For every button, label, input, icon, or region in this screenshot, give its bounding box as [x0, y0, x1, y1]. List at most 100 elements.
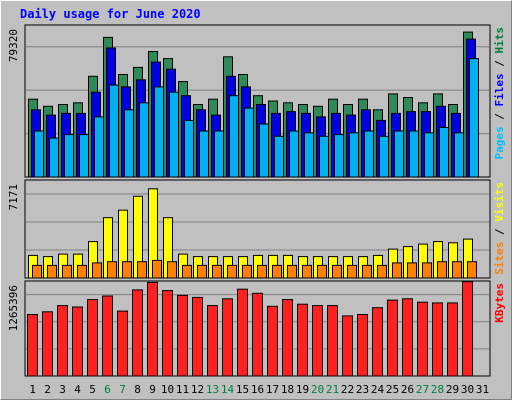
x-tick-label-day-25: 25 — [386, 383, 399, 396]
bar-kbytes-day-12 — [192, 296, 203, 377]
bar-kbytes-day-24 — [372, 307, 383, 377]
bar-sites-day-7 — [122, 261, 132, 279]
x-tick-label-day-19: 19 — [296, 383, 309, 396]
bar-pages-day-13 — [214, 130, 224, 178]
bar-pages-day-12 — [199, 130, 209, 178]
bar-pages-day-21 — [334, 134, 344, 178]
bar-kbytes-day-4 — [72, 306, 83, 377]
bar-pages-day-16 — [259, 123, 269, 178]
bar-kbytes-day-17 — [267, 305, 278, 377]
bar-sites-day-28 — [437, 261, 447, 279]
bar-kbytes-day-30 — [462, 281, 473, 377]
bar-pages-day-28 — [439, 127, 449, 178]
bar-sites-day-11 — [182, 264, 192, 279]
bar-kbytes-day-19 — [297, 303, 308, 377]
x-tick-label-day-18: 18 — [281, 383, 294, 396]
bar-kbytes-day-7 — [117, 310, 128, 377]
x-tick-label-day-27: 27 — [416, 383, 429, 396]
bar-kbytes-day-23 — [357, 314, 368, 377]
bar-pages-day-14 — [229, 95, 239, 178]
y-max-label: 79320 — [7, 29, 20, 62]
x-tick-label-day-22: 22 — [341, 383, 354, 396]
legend-entry: Pages — [493, 126, 506, 159]
bar-kbytes-day-18 — [282, 299, 293, 377]
bar-sites-day-3 — [62, 264, 72, 279]
x-tick-label-day-17: 17 — [266, 383, 279, 396]
x-tick-label-day-31: 31 — [476, 383, 489, 396]
bar-sites-day-10 — [167, 261, 177, 279]
bar-pages-day-10 — [169, 91, 179, 178]
bar-kbytes-day-1 — [27, 314, 38, 377]
bar-sites-day-9 — [152, 259, 162, 279]
bar-kbytes-day-11 — [177, 294, 188, 377]
bar-pages-day-1 — [34, 130, 44, 178]
legend-entry: / — [493, 222, 506, 242]
x-tick-label-day-4: 4 — [74, 383, 81, 396]
x-tick-label-day-12: 12 — [191, 383, 204, 396]
x-tick-label-day-13: 13 — [206, 383, 219, 396]
bar-sites-day-12 — [197, 264, 207, 279]
legend-hits-files-pages: Pages / Files / Hits — [493, 27, 506, 160]
bar-kbytes-day-14 — [222, 298, 233, 377]
bar-pages-day-5 — [94, 116, 104, 178]
bar-pages-day-27 — [424, 132, 434, 178]
legend-entry: / — [493, 54, 506, 74]
bar-kbytes-day-25 — [387, 299, 398, 377]
bar-sites-day-29 — [452, 261, 462, 279]
x-tick-label-day-11: 11 — [176, 383, 189, 396]
bar-sites-day-30 — [467, 261, 477, 279]
bar-sites-day-5 — [92, 262, 102, 279]
bar-sites-day-13 — [212, 264, 222, 279]
bar-kbytes-day-6 — [102, 295, 113, 377]
bar-kbytes-day-22 — [342, 315, 353, 377]
bar-pages-day-2 — [49, 137, 59, 178]
x-tick-label-day-24: 24 — [371, 383, 385, 396]
chart-title: Daily usage for June 2020 — [20, 7, 201, 21]
bar-pages-day-18 — [289, 130, 299, 178]
bar-sites-day-24 — [377, 264, 387, 279]
bar-sites-day-22 — [347, 264, 357, 279]
bar-kbytes-day-10 — [162, 290, 173, 377]
x-tick-label-day-20: 20 — [311, 383, 324, 396]
legend-entry: Visits — [493, 182, 506, 222]
x-tick-label-day-8: 8 — [134, 383, 141, 396]
bar-pages-day-30 — [469, 58, 479, 178]
x-tick-label-day-2: 2 — [44, 383, 51, 396]
legend-entry: Sites — [493, 242, 506, 275]
bar-sites-day-14 — [227, 264, 237, 279]
bar-sites-day-16 — [257, 264, 267, 279]
bar-sites-day-21 — [332, 264, 342, 279]
bar-pages-day-15 — [244, 107, 254, 178]
x-tick-label-day-5: 5 — [89, 383, 96, 396]
x-tick-label-day-1: 1 — [29, 383, 36, 396]
y-max-label: 1265396 — [7, 285, 20, 331]
bar-pages-day-26 — [409, 130, 419, 178]
bar-pages-day-7 — [124, 109, 134, 178]
bar-sites-day-20 — [317, 264, 327, 279]
bar-sites-day-2 — [47, 264, 57, 279]
bar-kbytes-day-27 — [417, 301, 428, 377]
y-max-label: 7171 — [7, 184, 20, 211]
bar-kbytes-day-20 — [312, 305, 323, 377]
bar-sites-day-18 — [287, 264, 297, 279]
bar-kbytes-day-16 — [252, 292, 263, 377]
bar-pages-day-20 — [319, 135, 329, 178]
bar-kbytes-day-8 — [132, 289, 143, 377]
bar-kbytes-day-9 — [147, 281, 158, 377]
bar-sites-day-19 — [302, 264, 312, 279]
bar-kbytes-day-13 — [207, 305, 218, 377]
bar-kbytes-day-29 — [447, 302, 458, 377]
bar-sites-day-6 — [107, 261, 117, 279]
bar-kbytes-day-2 — [42, 311, 53, 377]
x-tick-label-day-26: 26 — [401, 383, 414, 396]
bar-kbytes-day-28 — [432, 302, 443, 377]
legend-entry: KBytes — [493, 283, 506, 323]
x-tick-label-day-14: 14 — [221, 383, 235, 396]
bar-sites-day-8 — [137, 261, 147, 279]
bar-sites-day-17 — [272, 264, 282, 279]
bar-pages-day-25 — [394, 130, 404, 178]
bar-kbytes-day-5 — [87, 299, 98, 377]
x-tick-label-day-15: 15 — [236, 383, 249, 396]
legend-entry: / — [493, 107, 506, 127]
